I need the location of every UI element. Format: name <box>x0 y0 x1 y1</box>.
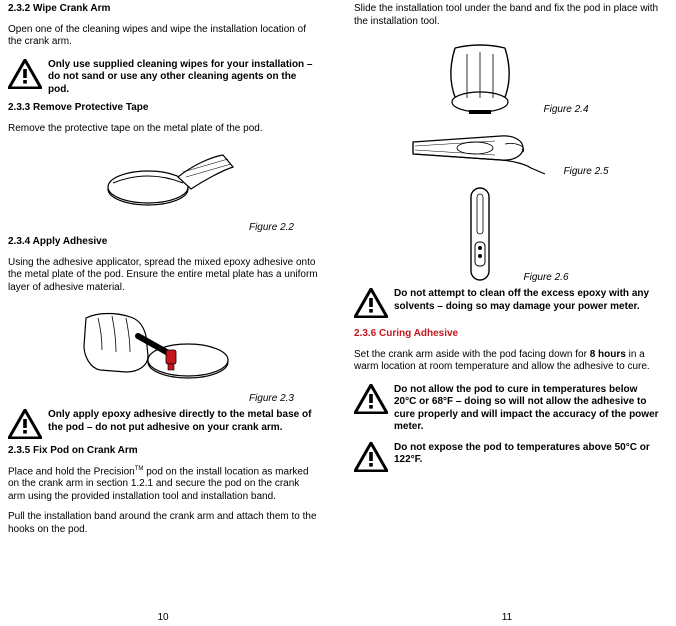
figure-label: Figure 2.5 <box>563 166 608 179</box>
figure-2-2: Figure 2.2 <box>8 147 318 234</box>
figure-2-6: Figure 2.6 <box>354 184 660 284</box>
warning-block: Do not attempt to clean off the excess e… <box>354 288 660 318</box>
heading-2-3-2: 2.3.2 Wipe Crank Arm <box>8 3 318 16</box>
warning-icon <box>354 442 388 472</box>
tool-top-illustration <box>445 184 515 284</box>
para: Remove the protective tape on the metal … <box>8 123 318 136</box>
tool-side-illustration <box>405 122 555 178</box>
para: Slide the installation tool under the ba… <box>354 3 660 28</box>
para: Set the crank arm aside with the pod fac… <box>354 349 660 374</box>
figure-label: Figure 2.6 <box>523 272 568 285</box>
warning-text: Only apply epoxy adhesive directly to th… <box>48 409 318 434</box>
warning-icon <box>354 288 388 318</box>
page-right: Slide the installation tool under the ba… <box>334 3 664 626</box>
figure-2-3: Figure 2.3 <box>8 306 318 405</box>
page-left: 2.3.2 Wipe Crank Arm Open one of the cle… <box>4 3 334 626</box>
tool-under-band-illustration <box>425 40 535 116</box>
warning-text: Only use supplied cleaning wipes for you… <box>48 59 318 97</box>
warning-icon <box>8 59 42 89</box>
figure-2-4: Figure 2.4 <box>354 40 660 116</box>
page-number: 10 <box>8 612 318 626</box>
warning-block: Only apply epoxy adhesive directly to th… <box>8 409 318 439</box>
heading-2-3-4: 2.3.4 Apply Adhesive <box>8 236 318 249</box>
adhesive-illustration <box>78 306 248 388</box>
heading-2-3-3: 2.3.3 Remove Protective Tape <box>8 102 318 115</box>
warning-icon <box>8 409 42 439</box>
warning-block: Do not expose the pod to temperatures ab… <box>354 442 660 472</box>
pod-tape-illustration <box>83 147 243 217</box>
figure-label: Figure 2.4 <box>543 104 588 117</box>
warning-icon <box>354 384 388 414</box>
para: Using the adhesive applicator, spread th… <box>8 257 318 295</box>
warning-text: Do not allow the pod to cure in tempera­… <box>394 384 660 434</box>
warning-block: Only use supplied cleaning wipes for you… <box>8 59 318 97</box>
para: Pull the installation band around the cr… <box>8 511 318 536</box>
warning-block: Do not allow the pod to cure in tempera­… <box>354 384 660 434</box>
para: Place and hold the PrecisionTM pod on th… <box>8 466 318 504</box>
heading-2-3-6: 2.3.6 Curing Adhesive <box>354 328 660 341</box>
figure-label: Figure 2.3 <box>249 393 294 406</box>
para: Open one of the cleaning wipes and wipe … <box>8 24 318 49</box>
warning-text: Do not attempt to clean off the excess e… <box>394 288 660 313</box>
page-number: 11 <box>354 612 660 626</box>
figure-2-5: Figure 2.5 <box>354 122 660 178</box>
heading-2-3-5: 2.3.5 Fix Pod on Crank Arm <box>8 445 318 458</box>
warning-text: Do not expose the pod to temperatures ab… <box>394 442 660 467</box>
figure-label: Figure 2.2 <box>249 222 294 235</box>
